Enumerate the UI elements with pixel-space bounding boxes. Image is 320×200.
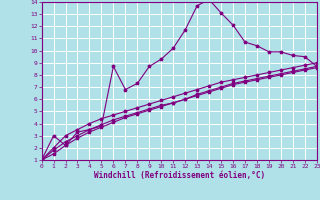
X-axis label: Windchill (Refroidissement éolien,°C): Windchill (Refroidissement éolien,°C)	[94, 171, 265, 180]
